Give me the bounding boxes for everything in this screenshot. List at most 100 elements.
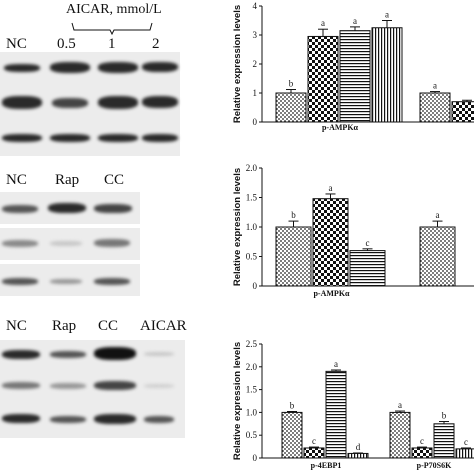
blot-band bbox=[2, 350, 40, 359]
blot-band bbox=[2, 414, 40, 423]
y-tick-label: 2.0 bbox=[246, 163, 258, 173]
blot-band bbox=[142, 62, 178, 72]
significance-letter: a bbox=[436, 210, 440, 220]
bar bbox=[281, 411, 303, 459]
blot-middle-lane-2: Rap bbox=[55, 172, 80, 188]
bar bbox=[312, 198, 349, 287]
y-tick-label: 3 bbox=[253, 30, 258, 40]
blot-band bbox=[98, 96, 138, 109]
blot-band bbox=[50, 241, 82, 246]
y-tick-label: 2 bbox=[253, 59, 258, 69]
category-label: p-AMPKα bbox=[313, 289, 350, 298]
significance-letter: a bbox=[433, 81, 437, 91]
chart-4ebp1-p70s6k: Relative expression levels 0 0.5 1.0 1.5 2.0 2… bbox=[232, 339, 474, 470]
significance-letter: c bbox=[420, 436, 424, 446]
significance-letter: c bbox=[464, 437, 468, 447]
y-tick-label: 0 bbox=[253, 453, 258, 463]
chart-ampk-rap-cc: Relative expression levels 0 0.5 1.0 1.5 2.0 b… bbox=[232, 163, 474, 298]
blot-band bbox=[4, 64, 40, 72]
blot-band bbox=[50, 134, 90, 142]
blot-band bbox=[50, 351, 86, 358]
y-tick-label: 4 bbox=[253, 1, 258, 11]
blot-top-lane-2: 0.5 bbox=[57, 36, 76, 52]
blot-band bbox=[50, 383, 86, 389]
y-tick-label: 2.5 bbox=[246, 339, 258, 349]
significance-letter: a bbox=[353, 16, 357, 26]
blot-band bbox=[50, 416, 86, 423]
blot-band bbox=[94, 347, 136, 360]
bar bbox=[389, 411, 411, 459]
significance-letter: b bbox=[289, 79, 294, 89]
significance-letter: a bbox=[385, 10, 389, 20]
significance-letter: b bbox=[290, 400, 295, 410]
significance-letter: a bbox=[334, 359, 338, 369]
blot-band bbox=[144, 384, 174, 388]
blot-bottom-lane-1: NC bbox=[6, 318, 27, 334]
blot-top-lane-1: NC bbox=[6, 36, 27, 52]
bar bbox=[419, 226, 456, 287]
y-axis-title: Relative expression levels bbox=[232, 342, 243, 460]
blot-band bbox=[98, 62, 138, 73]
category-label: p-4EBP1 bbox=[311, 461, 342, 470]
bar bbox=[349, 250, 386, 287]
blot-band bbox=[2, 96, 42, 109]
blot-middle-lane-1: NC bbox=[6, 172, 27, 188]
blot-bottom-lane-4: AICAR bbox=[140, 318, 187, 334]
blot-band bbox=[142, 134, 178, 142]
significance-letter: b bbox=[442, 411, 447, 421]
bar bbox=[325, 370, 347, 459]
significance-letter: c bbox=[312, 436, 316, 446]
bar bbox=[411, 447, 433, 459]
bar bbox=[371, 27, 403, 123]
y-axis-title: Relative expression levels bbox=[232, 5, 243, 123]
blot-band bbox=[50, 62, 90, 73]
blot-band bbox=[48, 203, 86, 213]
blot-top-lane-4: 2 bbox=[152, 36, 160, 52]
category-label: p-P70S6K bbox=[417, 461, 452, 470]
y-tick-label: 2.0 bbox=[246, 362, 258, 372]
significance-letter: b bbox=[291, 210, 296, 220]
blot-top-lane-3: 1 bbox=[108, 36, 116, 52]
blot-band bbox=[94, 278, 130, 285]
blot-band bbox=[98, 134, 138, 142]
bar bbox=[339, 30, 371, 123]
significance-letter: d bbox=[356, 442, 361, 452]
significance-letter: c bbox=[366, 238, 370, 248]
blot-band bbox=[50, 279, 82, 284]
blot-band bbox=[142, 96, 178, 108]
blot-top-title: AICAR, mmol/L bbox=[66, 2, 162, 17]
significance-letter: a bbox=[398, 400, 402, 410]
blot-band bbox=[144, 352, 174, 356]
blot-bottom-lane-2: Rap bbox=[52, 318, 77, 334]
bar bbox=[303, 447, 325, 459]
blot-band bbox=[2, 205, 38, 213]
blot-band bbox=[2, 278, 38, 285]
blot-band bbox=[94, 381, 136, 390]
blot-bottom-lane-3: CC bbox=[98, 318, 119, 334]
blot-band bbox=[2, 382, 40, 389]
y-tick-label: 0.5 bbox=[246, 430, 258, 440]
y-tick-label: 0.5 bbox=[246, 252, 258, 262]
y-tick-label: 0 bbox=[253, 281, 258, 291]
y-tick-label: 1.5 bbox=[246, 193, 258, 203]
blot-middle-lane-3: CC bbox=[104, 172, 125, 188]
blot-band bbox=[52, 98, 88, 108]
y-tick-label: 1.0 bbox=[246, 407, 258, 417]
blot-band bbox=[2, 134, 42, 142]
y-tick-label: 1.5 bbox=[246, 385, 258, 395]
significance-letter: a bbox=[329, 183, 333, 193]
bar bbox=[275, 92, 307, 123]
blot-band bbox=[94, 239, 130, 247]
y-axis-title: Relative expression levels bbox=[232, 168, 243, 286]
significance-letter: a bbox=[321, 18, 325, 28]
y-tick-label: 1.0 bbox=[246, 222, 258, 232]
bar bbox=[347, 452, 369, 459]
y-tick-label: 0 bbox=[253, 117, 258, 127]
bar bbox=[275, 226, 312, 287]
bar bbox=[419, 92, 451, 123]
y-tick-label: 1 bbox=[253, 88, 258, 98]
blot-band bbox=[2, 240, 38, 247]
bar bbox=[455, 448, 474, 459]
